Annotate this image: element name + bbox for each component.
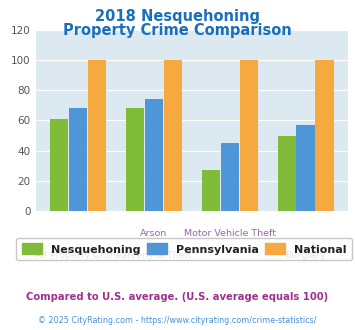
Bar — [69, 108, 87, 211]
Text: Motor Vehicle Theft: Motor Vehicle Theft — [184, 229, 276, 238]
Text: Larceny & Theft: Larceny & Theft — [116, 251, 192, 260]
Bar — [144, 99, 163, 211]
Bar — [50, 119, 68, 211]
Text: Property Crime Comparison: Property Crime Comparison — [63, 23, 292, 38]
Text: 2018 Nesquehoning: 2018 Nesquehoning — [95, 9, 260, 24]
Bar — [240, 60, 258, 211]
Text: Arson: Arson — [140, 229, 167, 238]
Bar — [88, 60, 106, 211]
Bar — [202, 170, 220, 211]
Bar — [220, 143, 239, 211]
Bar — [316, 60, 334, 211]
Text: Burglary: Burglary — [285, 251, 326, 260]
Bar — [164, 60, 182, 211]
Bar — [126, 108, 144, 211]
Text: Compared to U.S. average. (U.S. average equals 100): Compared to U.S. average. (U.S. average … — [26, 292, 329, 302]
Bar — [278, 136, 296, 211]
Legend: Nesquehoning, Pennsylvania, National: Nesquehoning, Pennsylvania, National — [16, 238, 352, 260]
Bar — [296, 125, 315, 211]
Text: All Property Crime: All Property Crime — [34, 251, 121, 260]
Text: © 2025 CityRating.com - https://www.cityrating.com/crime-statistics/: © 2025 CityRating.com - https://www.city… — [38, 316, 317, 325]
